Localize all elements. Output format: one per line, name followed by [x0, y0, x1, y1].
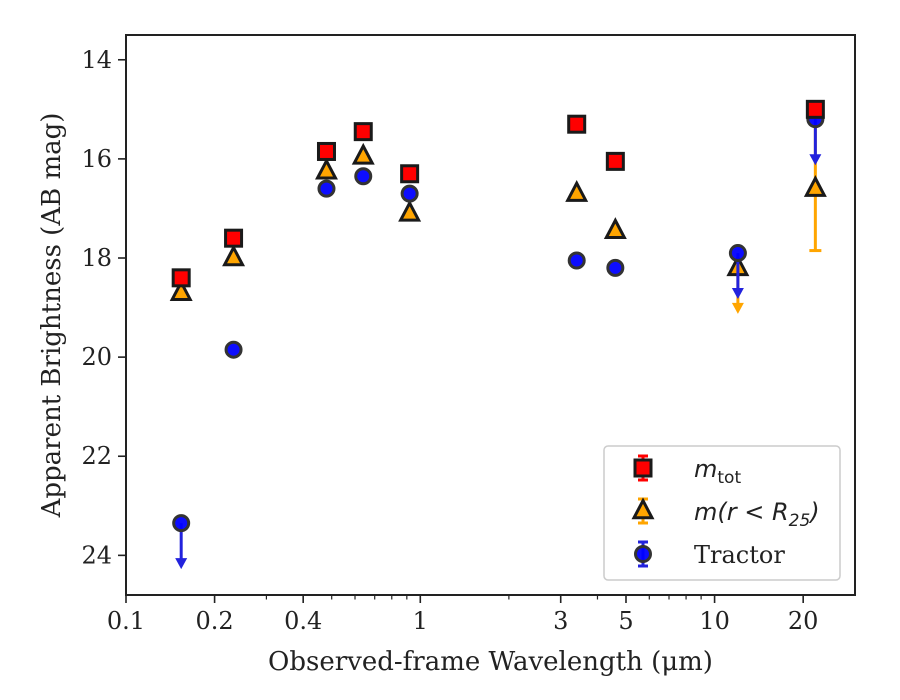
legend-item-mtot: mtot — [633, 454, 741, 488]
marker-triangle — [222, 244, 246, 267]
legend: mtot m(r < R25) Tractor — [603, 445, 841, 581]
marker-circle — [728, 244, 747, 263]
legend-item-mr25: m(r < R25) — [631, 497, 820, 531]
series-mr25 — [169, 126, 827, 314]
y-tick-label: 20 — [81, 343, 112, 371]
y-tick-label: 22 — [81, 442, 112, 470]
x-tick-label: 10 — [699, 607, 730, 635]
marker-circle — [400, 184, 419, 203]
series-tractor — [172, 110, 825, 570]
plot-frame — [125, 34, 856, 596]
x-tick-label: 20 — [788, 607, 819, 635]
upper-limit-arrow-head — [731, 302, 744, 314]
upper-limit-arrow-head — [731, 288, 744, 300]
marker-circle — [224, 340, 243, 359]
plot-marks — [169, 99, 827, 570]
marker-square — [805, 99, 825, 119]
marker-circle — [567, 251, 586, 270]
y-axis: 14 16 18 20 22 24 — [81, 46, 126, 569]
legend-box — [603, 445, 841, 581]
legend-item-tractor: Tractor — [634, 540, 785, 569]
marker-square — [633, 458, 653, 478]
x-tick-label: 0.2 — [196, 607, 234, 635]
legend-label: mtot — [694, 455, 741, 488]
upper-limit-arrow-head — [175, 558, 188, 570]
marker-circle — [317, 179, 336, 198]
x-axis-label: Observed-frame Wavelength (μm) — [268, 647, 713, 677]
legend-label: Tractor — [694, 541, 785, 569]
marker-square — [605, 151, 625, 171]
marker-triangle — [603, 217, 627, 240]
marker-square — [171, 268, 191, 288]
marker-triangle — [351, 142, 375, 165]
marker-circle — [606, 258, 625, 277]
y-tick-label: 18 — [81, 244, 112, 272]
marker-triangle — [631, 497, 655, 520]
marker-triangle — [398, 199, 422, 222]
x-tick-label: 0.4 — [284, 607, 322, 635]
marker-square — [400, 164, 420, 184]
x-axis: 0.1 0.2 0.4 1 3 5 10 20 — [107, 595, 819, 635]
marker-square — [567, 114, 587, 134]
upper-limit-arrow-head — [809, 154, 822, 166]
marker-square — [353, 122, 373, 142]
x-tick-label: 3 — [553, 607, 568, 635]
y-tick-label: 14 — [81, 46, 112, 74]
marker-square — [316, 141, 336, 161]
y-tick-label: 24 — [81, 541, 112, 569]
legend-label: m(r < R25) — [694, 498, 820, 531]
marker-triangle — [315, 157, 338, 180]
marker-circle — [354, 167, 373, 186]
marker-triangle — [169, 279, 193, 301]
marker-triangle — [803, 175, 827, 197]
y-axis-label: Apparent Brightness (AB mag) — [37, 113, 67, 519]
series-mtot — [171, 99, 825, 288]
x-tick-label: 1 — [413, 607, 428, 635]
marker-triangle — [565, 180, 589, 202]
x-tick-label: 0.1 — [107, 607, 145, 635]
x-tick-label: 5 — [618, 607, 633, 635]
y-tick-label: 16 — [81, 145, 112, 173]
marker-circle — [634, 545, 652, 563]
marker-square — [224, 228, 244, 248]
marker-circle — [172, 514, 191, 533]
